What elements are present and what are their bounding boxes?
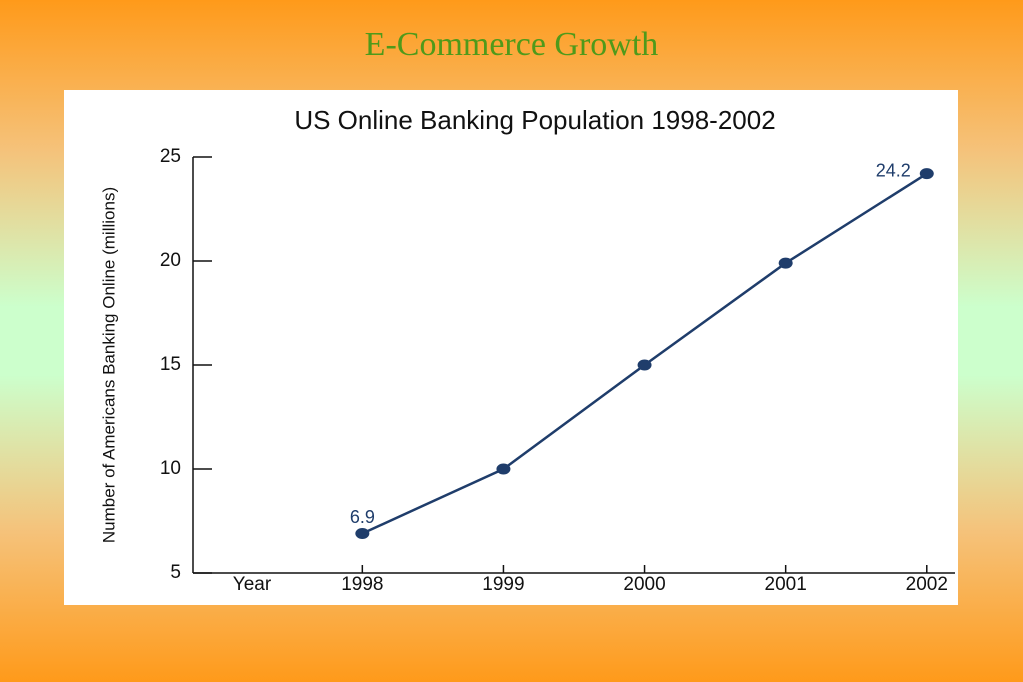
slide-title: E-Commerce Growth — [364, 26, 659, 63]
chart-title: US Online Banking Population 1998-2002 — [294, 105, 775, 135]
x-axis-label: Year — [233, 574, 272, 595]
y-tick-label: 20 — [160, 250, 181, 271]
data-point — [496, 463, 511, 475]
data-point — [778, 257, 793, 269]
x-tick-label: 2000 — [623, 574, 665, 595]
x-tick-label: 2002 — [906, 574, 948, 595]
chart-panel — [64, 90, 958, 605]
x-tick-label: 1998 — [341, 574, 383, 595]
value-label: 6.9 — [350, 507, 375, 527]
data-point — [637, 359, 652, 371]
y-tick-label: 25 — [160, 146, 181, 167]
x-tick-label: 2001 — [765, 574, 807, 595]
data-point — [919, 168, 934, 180]
y-tick-label: 15 — [160, 354, 181, 375]
y-axis-label: Number of Americans Banking Online (mill… — [99, 187, 118, 543]
y-tick-label: 10 — [160, 458, 181, 479]
y-tick-label: 5 — [170, 562, 181, 583]
x-tick-label: 1999 — [482, 574, 524, 595]
value-label: 24.2 — [876, 160, 911, 180]
data-point — [355, 527, 370, 539]
